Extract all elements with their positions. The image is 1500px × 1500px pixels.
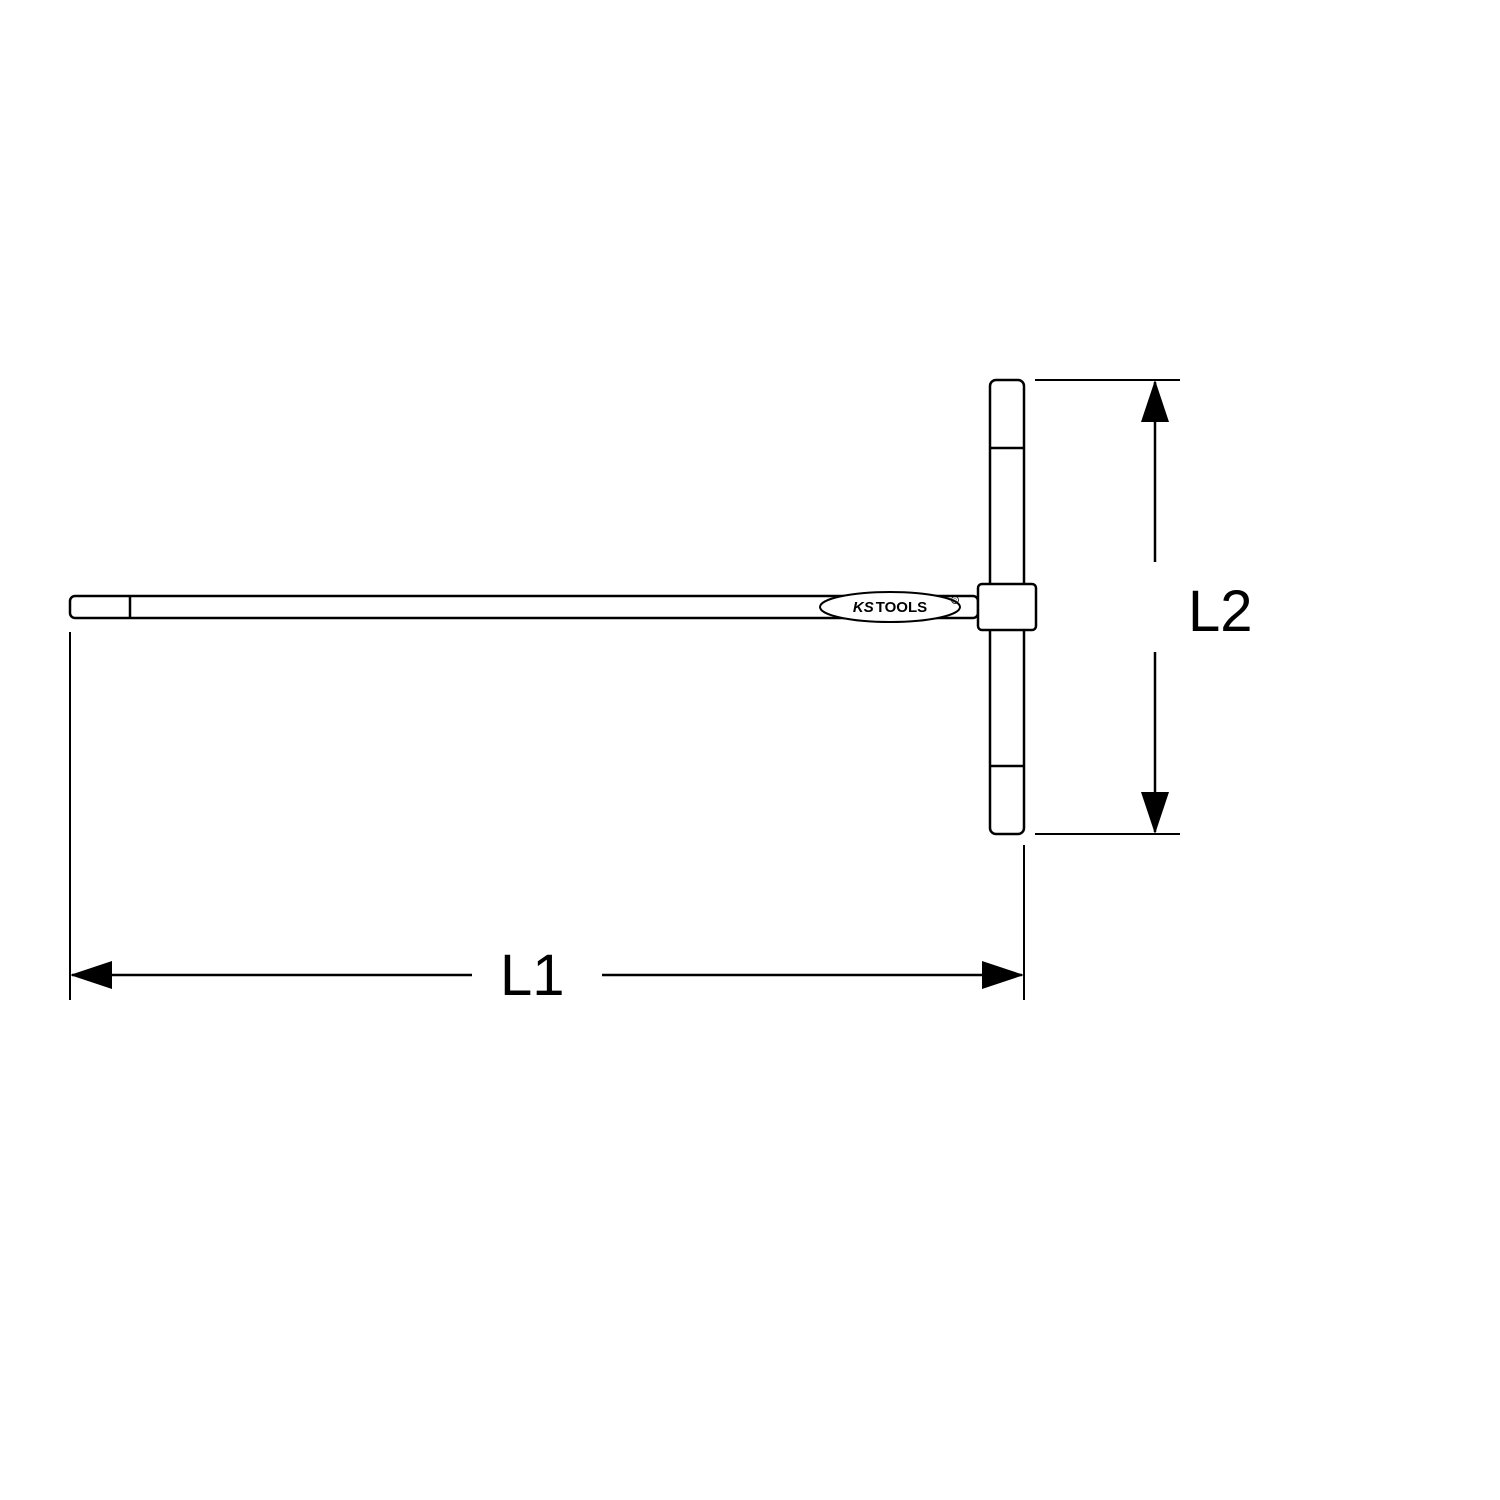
logo-ks: KS [853, 599, 874, 616]
dimension-l2 [1035, 380, 1180, 834]
brand-logo: KSTOOLS R [820, 592, 960, 622]
svg-text:R: R [953, 599, 957, 605]
joint-block [978, 584, 1036, 630]
svg-text:KSTOOLS: KSTOOLS [853, 599, 927, 616]
dimension-label-l1: L1 [500, 942, 565, 1009]
logo-tools: TOOLS [876, 599, 927, 616]
diagram-canvas: KSTOOLS R L1 L2 [0, 0, 1500, 1500]
technical-drawing-svg: KSTOOLS R [0, 0, 1500, 1500]
dimension-label-l2: L2 [1188, 578, 1253, 645]
